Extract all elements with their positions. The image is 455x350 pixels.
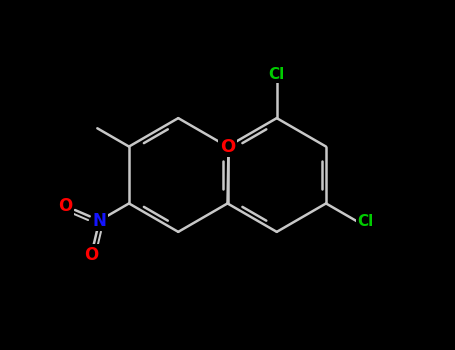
Text: Cl: Cl <box>358 214 374 229</box>
Text: N: N <box>92 211 106 230</box>
Text: O: O <box>58 197 72 215</box>
Text: Cl: Cl <box>268 66 285 82</box>
Text: O: O <box>220 138 235 155</box>
Text: O: O <box>84 246 98 264</box>
